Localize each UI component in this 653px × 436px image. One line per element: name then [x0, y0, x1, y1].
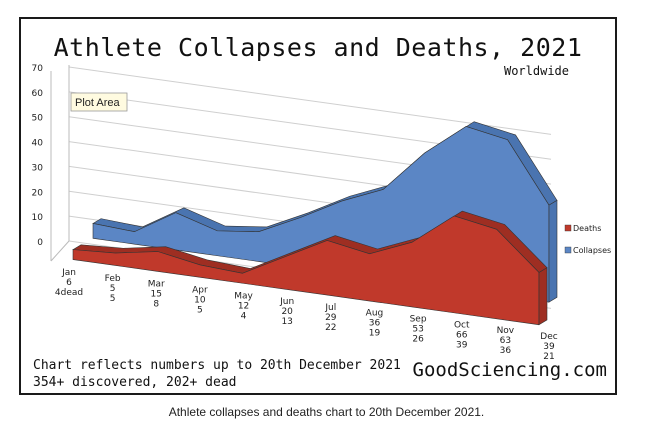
- x-tick-label: Mar 15 8: [148, 280, 165, 310]
- legend-swatch-deaths: [564, 224, 572, 232]
- chart-note-line-1: Chart reflects numbers up to 20th Decemb…: [33, 358, 401, 373]
- deaths-end-cap: [538, 267, 548, 326]
- x-tick-label: Jun 20 13: [279, 297, 294, 327]
- x-tick-label: Jan 6 4dead: [55, 268, 83, 298]
- legend-swatch-collapses: [564, 246, 572, 254]
- collapses-end-cap: [548, 199, 558, 303]
- x-tick-label: Aug 36 19: [366, 309, 384, 339]
- x-tick-label: Dec 39 21: [540, 332, 557, 362]
- y-tick-label: 20: [32, 188, 44, 198]
- plot-area-label: Plot Area: [75, 97, 121, 109]
- y-tick-label: 0: [37, 238, 43, 248]
- chart-frame: Athlete Collapses and Deaths, 2021 World…: [19, 17, 617, 395]
- gridline: [68, 66, 552, 135]
- legend-label-deaths: Deaths: [573, 224, 601, 233]
- y-tick-label: 10: [32, 213, 44, 223]
- floor-edge: [50, 240, 70, 262]
- y-tick-label: 70: [32, 64, 44, 74]
- x-tick-label: Nov 63 36: [497, 326, 515, 356]
- x-tick-label: Jul 29 22: [324, 303, 336, 333]
- plot-area-label-box: [70, 92, 128, 112]
- chart-title: Athlete Collapses and Deaths, 2021: [53, 33, 583, 62]
- image-caption: Athlete collapses and deaths chart to 20…: [168, 405, 485, 419]
- x-tick-label: Sep 53 26: [410, 315, 427, 345]
- x-tick-label: Apr 10 5: [192, 285, 208, 315]
- y-tick-label: 60: [32, 89, 44, 99]
- x-tick-label: Feb 5 5: [105, 274, 121, 304]
- chart-note-line-2: 354+ discovered, 202+ dead: [33, 375, 237, 390]
- legend-label-collapses: Collapses: [573, 246, 611, 255]
- brand-name: GoodSciencing.com: [412, 359, 607, 381]
- chart-subtitle: Worldwide: [503, 64, 569, 78]
- y-tick-label: 50: [32, 114, 44, 124]
- area-chart: 0 10 20 30 40 50 60 70 Plot Area Jan 6 4dead Feb 5 5 Ma…: [32, 64, 612, 362]
- y-tick-label: 30: [32, 163, 44, 173]
- x-tick-label: May 12 4: [234, 291, 253, 321]
- x-tick-label: Oct 66 39: [454, 320, 470, 350]
- y-tick-label: 40: [32, 139, 44, 149]
